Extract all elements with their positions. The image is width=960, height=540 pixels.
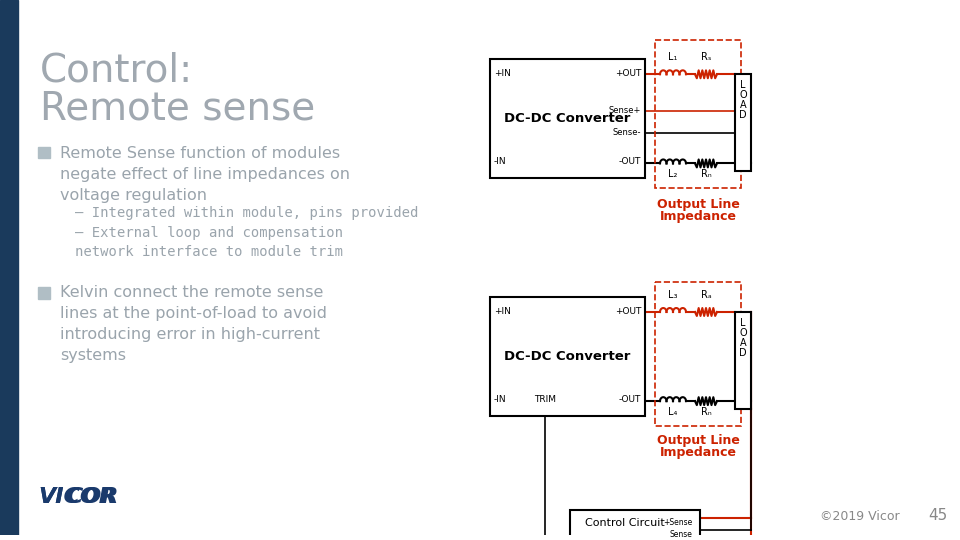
Text: Output Line: Output Line <box>657 434 739 447</box>
Text: VI: VI <box>38 487 63 507</box>
Text: ©2019 Vicor: ©2019 Vicor <box>820 510 900 523</box>
Text: Control:: Control: <box>40 51 193 90</box>
Text: O: O <box>739 328 747 338</box>
Text: D: D <box>739 110 747 120</box>
Text: – Integrated within module, pins provided: – Integrated within module, pins provide… <box>75 206 419 220</box>
Text: VICOR: VICOR <box>38 487 116 507</box>
Text: – External loop and compensation
network interface to module trim: – External loop and compensation network… <box>75 226 343 259</box>
Bar <box>38 146 50 158</box>
Text: +Sense: +Sense <box>662 518 692 527</box>
Text: L₁: L₁ <box>668 52 678 63</box>
Text: DC-DC Converter: DC-DC Converter <box>504 112 631 125</box>
Text: DC-DC Converter: DC-DC Converter <box>504 350 631 363</box>
Text: +IN: +IN <box>494 307 511 316</box>
Text: Remote sense: Remote sense <box>40 89 315 127</box>
Bar <box>570 510 700 540</box>
Text: Impedance: Impedance <box>660 210 736 223</box>
Text: L: L <box>740 80 746 90</box>
Text: TRIM: TRIM <box>534 395 556 404</box>
Text: Kelvin connect the remote sense
lines at the point-of-load to avoid
introducing : Kelvin connect the remote sense lines at… <box>60 285 327 363</box>
Text: +IN: +IN <box>494 69 511 78</box>
Text: -IN: -IN <box>494 395 507 404</box>
Text: COR: COR <box>66 487 118 507</box>
Text: Sense: Sense <box>669 530 692 539</box>
Bar <box>655 282 741 426</box>
Text: D: D <box>739 348 747 357</box>
Text: L: L <box>740 318 746 328</box>
Text: 45: 45 <box>928 508 948 523</box>
Text: L₄: L₄ <box>668 407 678 417</box>
Text: Sense-: Sense- <box>612 128 641 137</box>
Bar <box>0 0 18 535</box>
Text: -OUT: -OUT <box>618 395 641 404</box>
Text: Impedance: Impedance <box>660 446 736 458</box>
Bar <box>490 59 645 178</box>
Text: O: O <box>739 90 747 100</box>
Text: Sense+: Sense+ <box>609 106 641 116</box>
Text: +OUT: +OUT <box>614 307 641 316</box>
Text: Rₛ: Rₛ <box>701 52 711 63</box>
Text: Control Circuit: Control Circuit <box>586 518 665 529</box>
Bar <box>655 39 741 188</box>
Text: +OUT: +OUT <box>614 69 641 78</box>
Bar <box>490 297 645 416</box>
Text: -IN: -IN <box>494 157 507 166</box>
Text: A: A <box>740 338 746 348</box>
Text: Rₙ: Rₙ <box>701 407 711 417</box>
Text: L₃: L₃ <box>668 290 678 300</box>
Bar <box>735 75 751 171</box>
Bar <box>38 287 50 299</box>
Text: Output Line: Output Line <box>657 198 739 211</box>
Text: L₂: L₂ <box>668 170 678 179</box>
Text: A: A <box>740 100 746 110</box>
Bar <box>735 312 751 409</box>
Text: -OUT: -OUT <box>618 157 641 166</box>
Text: Rₐ: Rₐ <box>701 290 711 300</box>
Text: Rₙ: Rₙ <box>701 170 711 179</box>
Text: Remote Sense function of modules
negate effect of line impedances on
voltage reg: Remote Sense function of modules negate … <box>60 146 350 202</box>
